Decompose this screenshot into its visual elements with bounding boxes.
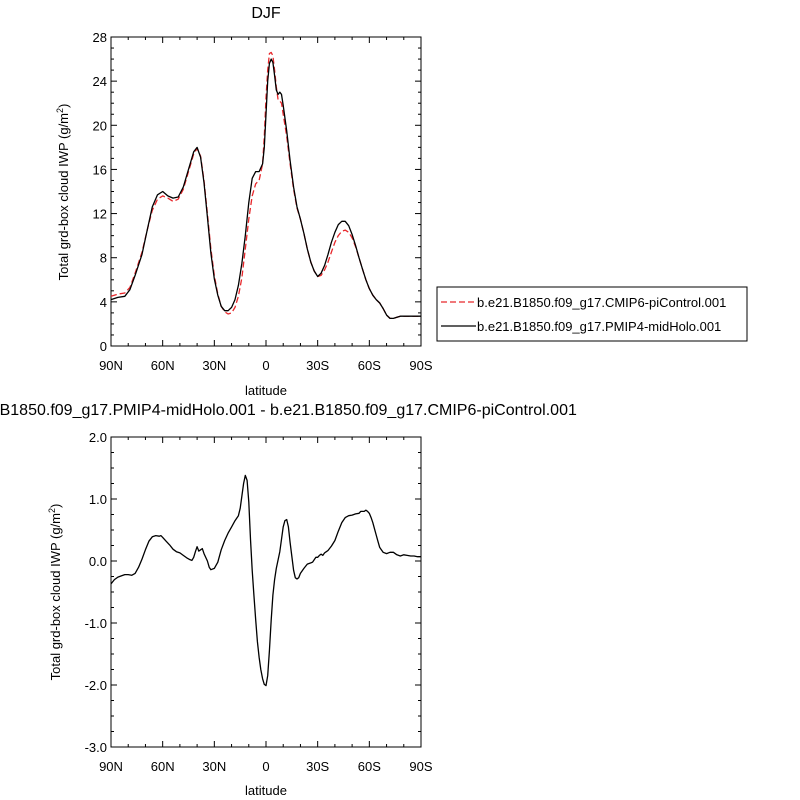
x-tick-label: 30S bbox=[306, 759, 329, 774]
y-tick-label: -2.0 bbox=[85, 678, 107, 693]
y-tick-label: -1.0 bbox=[85, 616, 107, 631]
y-tick-label: 2.0 bbox=[89, 430, 107, 445]
y-axis-label: Total grd-box cloud IWP (g/m2) bbox=[47, 504, 63, 681]
plot-area bbox=[110, 436, 422, 748]
y-tick-label: 24 bbox=[93, 74, 107, 89]
difference-title: b.e21.B1850.f09_g17.PMIP4-midHolo.001 - … bbox=[0, 402, 577, 419]
series-line-1 bbox=[110, 58, 421, 320]
climatology-panel: DJF 90N 60N 30N 0 30S 60S 90S 0 4 8 12 16 20 24 28 lat… bbox=[55, 5, 748, 398]
y-tick-label: 16 bbox=[93, 162, 107, 177]
x-tick-label: 60N bbox=[151, 358, 175, 373]
series-lines bbox=[110, 51, 421, 320]
axis-ticks: 90N 60N 30N 0 30S 60S 90S 0 4 8 12 16 20 24 28 bbox=[93, 30, 433, 373]
legend-box bbox=[436, 286, 748, 342]
x-axis-label: latitude bbox=[245, 783, 287, 798]
legend: b.e21.B1850.f09_g17.CMIP6-piControl.001 … bbox=[436, 286, 748, 342]
y-tick-label: 4 bbox=[100, 295, 107, 310]
y-axis-label-close: ) bbox=[56, 104, 71, 108]
y-tick-label: -3.0 bbox=[85, 740, 107, 755]
y-tick-label: 0.0 bbox=[89, 554, 107, 569]
axis-ticks: 90N 60N 30N 0 30S 60S 90S -3.0 -2.0 -1.0 0.0 1.0 2.0 bbox=[85, 430, 433, 774]
legend-label-picontrol: b.e21.B1850.f09_g17.CMIP6-piControl.001 bbox=[477, 295, 726, 310]
y-axis-label-text: Total grd-box cloud IWP (g/m bbox=[48, 513, 63, 680]
x-tick-label: 30N bbox=[202, 358, 226, 373]
y-tick-label: 20 bbox=[93, 118, 107, 133]
y-tick-label: 1.0 bbox=[89, 492, 107, 507]
y-axis-label: Total grd-box cloud IWP (g/m2) bbox=[55, 104, 71, 281]
x-tick-label: 30S bbox=[306, 358, 329, 373]
plot-area bbox=[110, 36, 422, 347]
series-line-0 bbox=[110, 474, 421, 687]
x-tick-label: 60S bbox=[358, 358, 381, 373]
y-tick-label: 12 bbox=[93, 207, 107, 222]
y-tick-label: 28 bbox=[93, 30, 107, 45]
y-tick-label: 0 bbox=[100, 339, 107, 354]
y-axis-label-superscript: 2 bbox=[47, 508, 57, 513]
chart-title: DJF bbox=[251, 5, 281, 22]
plot-frame bbox=[110, 436, 422, 748]
x-tick-label: 0 bbox=[262, 358, 269, 373]
y-axis-label-superscript: 2 bbox=[55, 108, 65, 113]
y-axis-label-close: ) bbox=[48, 504, 63, 508]
x-tick-label: 90N bbox=[99, 759, 123, 774]
legend-label-midholo: b.e21.B1850.f09_g17.PMIP4-midHolo.001 bbox=[477, 319, 721, 334]
y-tick-label: 8 bbox=[100, 251, 107, 266]
x-tick-label: 90S bbox=[409, 358, 432, 373]
plot-frame bbox=[110, 36, 422, 347]
x-tick-label: 60N bbox=[151, 759, 175, 774]
x-axis-label: latitude bbox=[245, 383, 287, 398]
difference-line bbox=[110, 474, 421, 687]
difference-panel: b.e21.B1850.f09_g17.PMIP4-midHolo.001 - … bbox=[0, 402, 577, 798]
series-line-0 bbox=[110, 51, 421, 320]
x-tick-label: 0 bbox=[262, 759, 269, 774]
y-axis-label-text: Total grd-box cloud IWP (g/m bbox=[56, 113, 71, 280]
x-tick-label: 90S bbox=[409, 759, 432, 774]
x-tick-label: 30N bbox=[202, 759, 226, 774]
x-tick-label: 90N bbox=[99, 358, 123, 373]
x-tick-label: 60S bbox=[358, 759, 381, 774]
